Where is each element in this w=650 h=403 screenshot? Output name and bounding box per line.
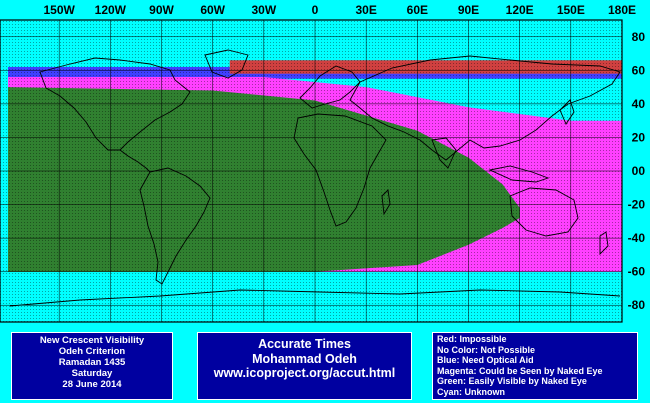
- info-line-3: Ramadan 1435: [58, 357, 126, 368]
- info-line-4: Saturday: [71, 368, 113, 379]
- longitude-label: 90E: [458, 3, 479, 17]
- longitude-label: 60W: [200, 3, 225, 17]
- latitude-labels: 80 60 40 20 00 -20 -40 -60 -80: [628, 30, 646, 312]
- longitude-label: 0: [312, 3, 319, 17]
- info-line-5: 28 June 2014: [62, 379, 122, 390]
- latitude-label: -60: [628, 265, 646, 279]
- world-map: 150W 120W 90W 60W 30W 0 30E 60E 90E 120E 150E 180E …: [0, 3, 646, 323]
- legend-magenta: Magenta: Could be Seen by Naked Eye: [437, 365, 603, 376]
- latitude-label: -20: [628, 198, 646, 212]
- graticule: [0, 20, 623, 322]
- credits-author: Mohammad Odeh: [252, 351, 357, 366]
- legend-blue: Blue: Need Optical Aid: [437, 355, 534, 365]
- latitude-label: -80: [628, 298, 646, 312]
- longitude-label: 150E: [557, 3, 585, 17]
- longitude-label: 120E: [506, 3, 534, 17]
- longitude-label: 90W: [149, 3, 174, 17]
- latitude-label: -40: [628, 231, 646, 245]
- latitude-label: 00: [632, 164, 646, 178]
- latitude-label: 80: [632, 30, 646, 44]
- credits-url[interactable]: www.icoproject.org/accut.html: [213, 366, 396, 380]
- info-line-2: Odeh Criterion: [58, 346, 126, 357]
- longitude-label: 60E: [407, 3, 428, 17]
- longitude-label: 30W: [251, 3, 276, 17]
- latitude-label: 40: [632, 97, 646, 111]
- longitude-label: 30E: [355, 3, 376, 17]
- legend-red: Red: Impossible: [437, 334, 507, 344]
- credits-title: Accurate Times: [258, 337, 351, 351]
- longitude-labels: 150W 120W 90W 60W 30W 0 30E 60E 90E 120E 150E 180E: [43, 3, 636, 17]
- color-legend-panel: Red: Impossible No Color: Not Possible B…: [432, 332, 638, 400]
- coastlines: [9, 49, 621, 307]
- crescent-info-panel: New Crescent Visibility Odeh Criterion R…: [11, 332, 173, 400]
- credits-panel: Accurate Times Mohammad Odeh www.icoproj…: [197, 332, 412, 400]
- legend-green: Green: Easily Visible by Naked Eye: [437, 376, 587, 386]
- legend-no-color: No Color: Not Possible: [437, 344, 536, 355]
- legend-cyan: Cyan: Unknown: [437, 386, 506, 397]
- longitude-label: 120W: [95, 3, 127, 17]
- info-line-1: New Crescent Visibility: [39, 335, 145, 346]
- longitude-label: 150W: [43, 3, 75, 17]
- latitude-label: 20: [632, 130, 646, 144]
- latitude-label: 60: [632, 63, 646, 77]
- longitude-label: 180E: [608, 3, 636, 17]
